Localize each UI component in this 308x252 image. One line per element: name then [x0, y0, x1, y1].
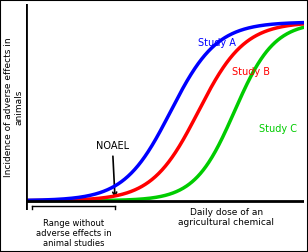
Text: Range without
adverse effects in
animal studies: Range without adverse effects in animal … [36, 218, 111, 248]
Text: NOAEL: NOAEL [96, 141, 129, 196]
Text: Study B: Study B [232, 67, 270, 77]
Text: Study A: Study A [198, 39, 236, 48]
Y-axis label: Incidence of adverse effects in
animals: Incidence of adverse effects in animals [4, 37, 24, 177]
Text: Daily dose of an
agricultural chemical: Daily dose of an agricultural chemical [178, 208, 274, 227]
Text: Study C: Study C [259, 124, 298, 134]
